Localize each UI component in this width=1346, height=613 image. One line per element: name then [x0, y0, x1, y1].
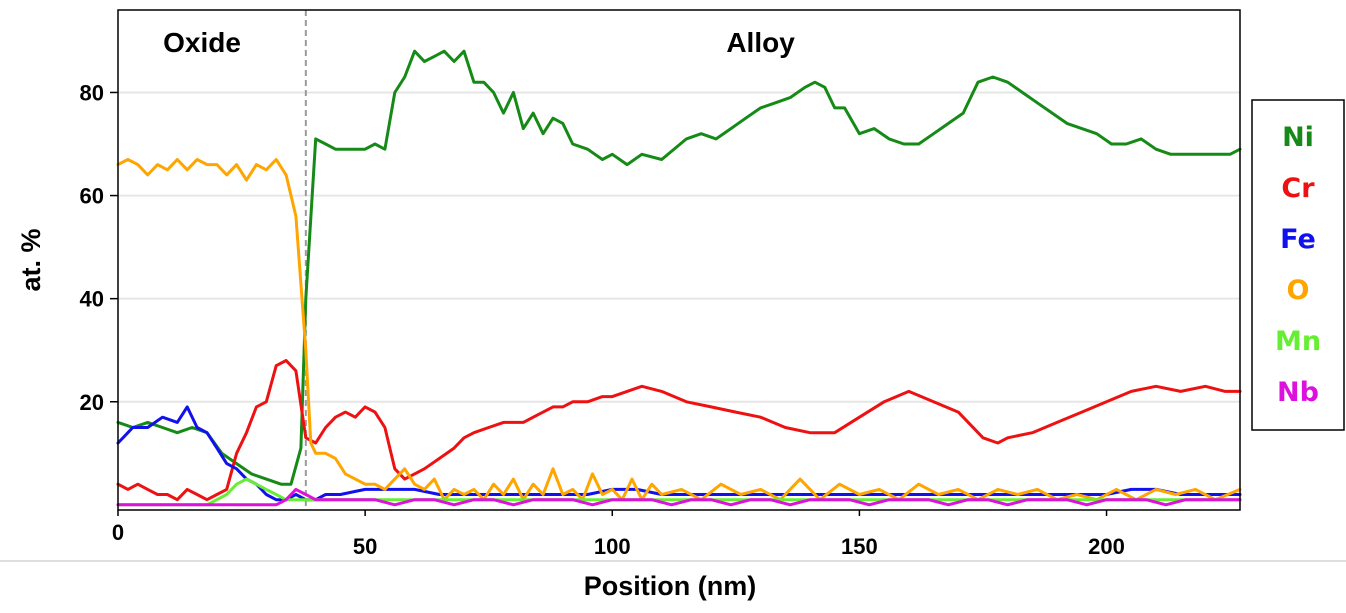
legend-item-o: O [1287, 275, 1310, 306]
legend-box [1251, 99, 1345, 431]
legend-item-fe: Fe [1280, 224, 1316, 255]
region-label-alloy: Alloy [726, 27, 795, 58]
region-layer: Oxide Alloy [163, 27, 795, 58]
y-tick-label-20: 20 [80, 390, 104, 415]
y-tick-label-40: 40 [80, 287, 104, 312]
x-tick-label-100: 100 [594, 534, 631, 559]
series-layer [116, 49, 1242, 507]
x-tick-label-200: 200 [1088, 534, 1125, 559]
x-tick-label-0: 0 [112, 520, 124, 545]
legend-item-cr: Cr [1281, 173, 1315, 204]
x-tick-label-150: 150 [841, 534, 878, 559]
y-tick-label-60: 60 [80, 184, 104, 209]
x-tick-label-50: 50 [353, 534, 377, 559]
grid-layer [118, 91, 1240, 403]
legend: Ni Cr Fe O Mn Nb [1275, 122, 1321, 408]
y-axis-label: at. % [16, 228, 46, 291]
legend-item-nb: Nb [1277, 377, 1319, 408]
y-tick-label-80: 80 [80, 80, 104, 105]
series-line-cr [116, 359, 1242, 502]
series-line-fe [116, 405, 1242, 502]
region-label-oxide: Oxide [163, 27, 241, 58]
legend-item-ni: Ni [1282, 122, 1314, 153]
series-line-o [116, 158, 1242, 502]
legend-item-mn: Mn [1275, 326, 1321, 357]
tick-layer: 20 40 60 80 0 50 100 150 200 [80, 80, 1125, 559]
x-axis-label: Position (nm) [584, 571, 756, 601]
series-line-ni [116, 49, 1242, 486]
plot-frame [117, 9, 1241, 511]
series-line-nb [116, 487, 1242, 507]
